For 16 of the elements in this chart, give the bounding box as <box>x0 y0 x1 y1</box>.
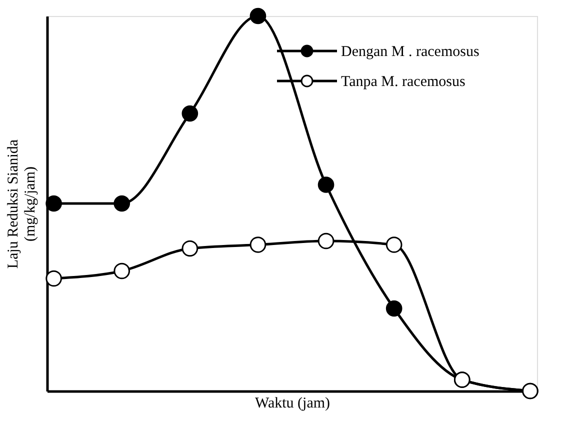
point <box>386 236 402 253</box>
point <box>182 105 198 122</box>
point <box>182 240 198 257</box>
x-axis-title: Waktu (jam) <box>254 396 330 412</box>
legend-label: Tanpa M. racemosus <box>341 74 466 90</box>
point <box>318 232 334 250</box>
point <box>250 8 266 24</box>
point <box>114 262 130 280</box>
point <box>46 195 62 212</box>
legend-label: Dengan M . racemosus <box>341 44 480 60</box>
point <box>250 236 266 253</box>
point <box>386 300 402 317</box>
point <box>46 270 62 287</box>
y-axis-title: Laju Reduksi Sianida (mg/kg/jam) <box>6 139 38 269</box>
point <box>114 195 130 212</box>
point <box>318 176 334 193</box>
